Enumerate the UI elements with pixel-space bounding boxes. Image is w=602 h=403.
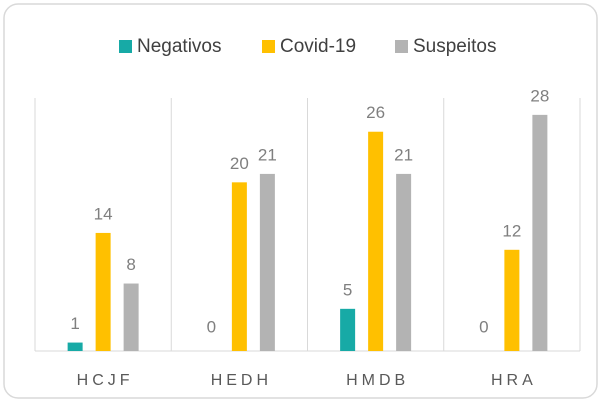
bar (95, 232, 111, 351)
legend-swatch (262, 40, 275, 53)
data-label: 26 (366, 103, 385, 122)
data-label: 0 (479, 317, 488, 336)
data-label: 12 (502, 221, 521, 240)
bar (532, 114, 548, 351)
data-label: 0 (207, 317, 216, 336)
chart-frame (3, 3, 598, 399)
data-label: 28 (530, 86, 549, 105)
x-tick-label: HRA (491, 372, 537, 389)
x-tick-label: HEDH (211, 372, 272, 389)
bar (67, 342, 83, 351)
bar (504, 249, 520, 351)
data-label: 1 (70, 314, 79, 333)
data-label: 8 (126, 255, 135, 274)
data-label: 21 (258, 145, 277, 164)
x-tick-label: HMDB (346, 372, 409, 389)
legend-swatch (119, 40, 132, 53)
data-label: 20 (230, 154, 249, 173)
legend-label: Covid-19 (280, 36, 356, 57)
legend-swatch (395, 40, 408, 53)
bar (396, 173, 412, 351)
bar (368, 131, 384, 351)
data-label: 21 (394, 145, 413, 164)
bar (123, 283, 139, 351)
legend-label: Negativos (137, 36, 222, 57)
bar (259, 173, 275, 351)
x-tick-label: HCJF (77, 372, 134, 389)
bar (231, 182, 247, 351)
data-label: 5 (343, 280, 352, 299)
bar (340, 308, 356, 351)
legend-label: Suspeitos (413, 36, 496, 57)
data-label: 14 (94, 204, 113, 223)
